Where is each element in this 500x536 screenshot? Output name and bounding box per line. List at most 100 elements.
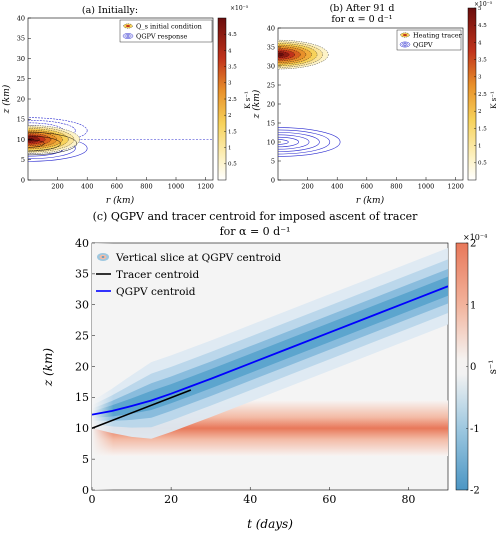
colorbar-tick-label: 4.5	[228, 32, 237, 38]
y-tick-label: 30	[267, 62, 275, 70]
colorbar-tick-label: 2	[470, 239, 476, 250]
colorbar-tick-label: 2.5	[478, 92, 487, 98]
heating-solid-contour	[28, 131, 78, 156]
x-tick-label: 0	[89, 493, 96, 506]
panel-b-contours	[278, 39, 341, 157]
x-tick-label: 1200	[447, 183, 464, 191]
panel-b-legend-box	[396, 29, 462, 51]
colorbar-tick-label: 2	[478, 109, 482, 115]
x-tick-label: 800	[390, 183, 402, 191]
y-tick-label: 15	[267, 119, 275, 127]
panel-c-legend: Vertical slice at QGPV centroid Tracer c…	[96, 252, 281, 298]
qgpv-contour	[278, 139, 289, 145]
qgpv-contour	[278, 134, 310, 150]
panel-c: (c) QGPV and tracer centroid for imposed…	[41, 210, 499, 531]
y-tick-label: 20	[267, 100, 275, 108]
heating-solid-contour	[28, 135, 61, 152]
colorbar-tick-label: 3.5	[478, 58, 487, 64]
colorbar-tick-label: 3	[478, 75, 482, 81]
panel-c-field	[92, 243, 448, 490]
colorbar-tick-label: 1.5	[228, 129, 237, 135]
qgpv-legend-icon	[122, 33, 134, 39]
panel-c-legend-tracer: Tracer centroid	[116, 269, 200, 281]
panel-b-ylabel: z (km)	[251, 89, 262, 119]
panel-b-xlabel: r (km)	[356, 195, 385, 206]
y-tick-label: 20	[75, 360, 89, 373]
colorbar-tick-label: 1	[470, 300, 476, 311]
x-tick-label: 400	[81, 183, 93, 191]
qgpv-contour	[278, 129, 331, 155]
x-tick-label: 200	[301, 183, 313, 191]
panel-a-colorbar-ticks: 0.5 1 1.5 2 2.5 3 3.5 4 4.5	[224, 32, 237, 168]
qgpv-contour-upper	[28, 117, 88, 144]
x-tick-label: 1000	[418, 183, 435, 191]
colorbar-tick-label: 0.5	[228, 162, 237, 168]
x-tick-label: 800	[140, 183, 152, 191]
colorbar-tick-label: 1	[228, 146, 232, 152]
qgpv-contour	[278, 132, 320, 152]
panel-b-colorbar-multiplier: ×10⁻⁵	[474, 1, 493, 8]
y-tick-label: 15	[17, 116, 25, 124]
y-tick-label: 5	[21, 156, 25, 164]
y-tick-label: 25	[267, 81, 275, 89]
qgpv-contour	[278, 136, 300, 148]
colorbar-tick-label: 3.5	[228, 65, 237, 71]
x-tick-label: 80	[401, 493, 415, 506]
vertical-slice-legend-icon	[97, 253, 109, 261]
panel-b-axes: 200 400 600 800 1000 1200 0 5 10 15 20 25 30 35 40	[267, 24, 464, 190]
x-tick-label: 400	[331, 183, 343, 191]
panel-a-contours	[28, 117, 213, 162]
qgpv-contour	[278, 127, 341, 157]
panel-b-legend-qgpv: QGPV	[413, 41, 433, 49]
colorbar-tick-label: 2	[228, 113, 232, 119]
y-tick-label: 10	[75, 422, 89, 435]
panel-c-xlabel: t (days)	[247, 517, 293, 531]
panel-a: (a) Initially: 200 400 600 800 1000 1200 0 5 10 1…	[1, 5, 252, 206]
panel-b-colorbar-ticks: 0.5 1 1.5 2 2.5 3 3.5 4 4.5 5	[474, 6, 487, 167]
panel-c-colorbar-ticks: -2 -1 0 1 2	[466, 239, 480, 497]
y-tick-label: 40	[267, 24, 275, 32]
panel-a-legend: Q_s initial condition QGPV response	[119, 19, 213, 43]
y-tick-label: 0	[271, 176, 275, 184]
heating-tracer-legend-icon	[400, 32, 410, 38]
y-tick-label: 25	[75, 329, 89, 342]
y-tick-label: 25	[17, 75, 25, 83]
y-tick-label: 30	[75, 299, 89, 312]
x-tick-label: 60	[322, 493, 336, 506]
y-tick-label: 40	[17, 14, 25, 22]
qgpv-final	[278, 127, 341, 157]
panel-c-ylabel: z (km)	[41, 348, 55, 387]
panel-a-colorbar-label: K s⁻¹	[244, 91, 252, 109]
panel-a-title: (a) Initially:	[82, 5, 138, 16]
panel-a-ylabel: z (km)	[1, 84, 12, 114]
heating-tracer-final	[278, 39, 329, 70]
x-tick-label: 600	[361, 183, 373, 191]
heating-legend-icon	[123, 23, 133, 29]
qgpv-legend-icon-b	[399, 41, 411, 48]
colorbar-tick-label: 1.5	[478, 126, 487, 132]
tracer-centroid-line	[92, 389, 192, 429]
x-tick-label: 1200	[197, 183, 214, 191]
panel-a-xlabel: r (km)	[106, 195, 135, 206]
x-tick-label: 200	[51, 183, 63, 191]
colorbar-tick-label: 4	[478, 40, 482, 46]
panel-c-title-line2: for α = 0 d⁻¹	[220, 225, 291, 238]
qgpv-contour-lower	[28, 135, 88, 162]
panel-b-colorbar-label: K s⁻¹	[490, 91, 498, 109]
panel-c-title-line1: (c) QGPV and tracer centroid for imposed…	[93, 210, 419, 223]
y-tick-label: 10	[267, 138, 275, 146]
panel-a-axes: 200 400 600 800 1000 1200 0 5 10 15 20 25 30 35 40	[17, 14, 214, 190]
y-tick-label: 0	[21, 176, 25, 184]
y-tick-label: 20	[17, 95, 25, 103]
qgpv-contour-upper	[28, 119, 76, 142]
heating-contour	[278, 52, 284, 57]
panel-c-axes: 0 20 40 60 80 0 5 10 15 20 25 30 35 40	[75, 237, 415, 506]
heating-solid-contour	[28, 139, 45, 148]
colorbar-tick-label: -2	[470, 486, 480, 497]
y-tick-label: 35	[17, 35, 25, 43]
colorbar-tick-label: 4.5	[478, 23, 487, 29]
panel-a-legend-box	[119, 19, 213, 43]
colorbar-tick-label: 4	[228, 48, 232, 54]
panel-b-legend: Heating tracer QGPV	[396, 29, 463, 51]
